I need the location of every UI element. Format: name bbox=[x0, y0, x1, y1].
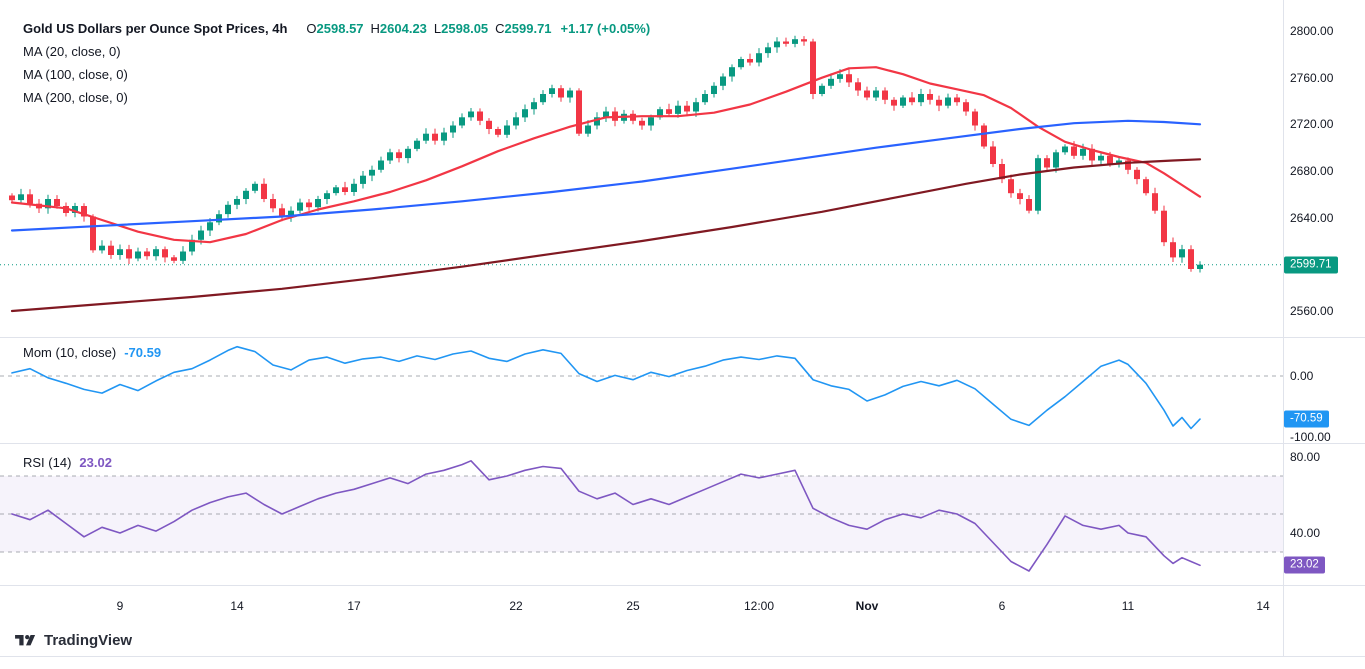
high-label: H bbox=[370, 21, 380, 36]
footer: TradingView bbox=[15, 632, 132, 649]
ma100-label: MA (100, close, 0) bbox=[23, 67, 128, 82]
legend-ma20-row[interactable]: MA (20, close, 0) bbox=[23, 40, 650, 63]
open-label: O bbox=[306, 21, 317, 36]
close-value: 2599.71 bbox=[504, 21, 552, 36]
close-label: C bbox=[495, 21, 505, 36]
mom-value: -70.59 bbox=[124, 345, 162, 360]
rsi-legend[interactable]: RSI (14) 23.02 bbox=[23, 455, 112, 470]
momentum-legend[interactable]: Mom (10, close) -70.59 bbox=[23, 345, 161, 360]
ma20-label: MA (20, close, 0) bbox=[23, 44, 121, 59]
tradingview-logo-text: TradingView bbox=[44, 632, 133, 649]
rsi-label: RSI (14) bbox=[23, 455, 72, 470]
legend-symbol-row[interactable]: Gold US Dollars per Ounce Spot Prices, 4… bbox=[23, 17, 650, 40]
main-chart-legend: Gold US Dollars per Ounce Spot Prices, 4… bbox=[23, 17, 650, 109]
tradingview-logo[interactable]: TradingView bbox=[15, 632, 132, 649]
symbol-title: Gold US Dollars per Ounce Spot Prices, 4… bbox=[23, 21, 288, 36]
rsi-value: 23.02 bbox=[79, 455, 112, 470]
open-value: 2598.57 bbox=[316, 21, 364, 36]
legend-ma200-row[interactable]: MA (200, close, 0) bbox=[23, 86, 650, 109]
tradingview-logo-icon bbox=[15, 635, 36, 646]
low-label: L bbox=[433, 21, 442, 36]
legend-ma100-row[interactable]: MA (100, close, 0) bbox=[23, 63, 650, 86]
ma200-label: MA (200, close, 0) bbox=[23, 90, 128, 105]
change-value: +1.17 (+0.05%) bbox=[560, 21, 651, 36]
mom-label: Mom (10, close) bbox=[23, 345, 117, 360]
low-value: 2598.05 bbox=[441, 21, 489, 36]
ohlc-values: O 2598.57 H 2604.23 L 2598.05 C 2599.71 +1.1… bbox=[299, 21, 650, 36]
high-value: 2604.23 bbox=[379, 21, 427, 36]
